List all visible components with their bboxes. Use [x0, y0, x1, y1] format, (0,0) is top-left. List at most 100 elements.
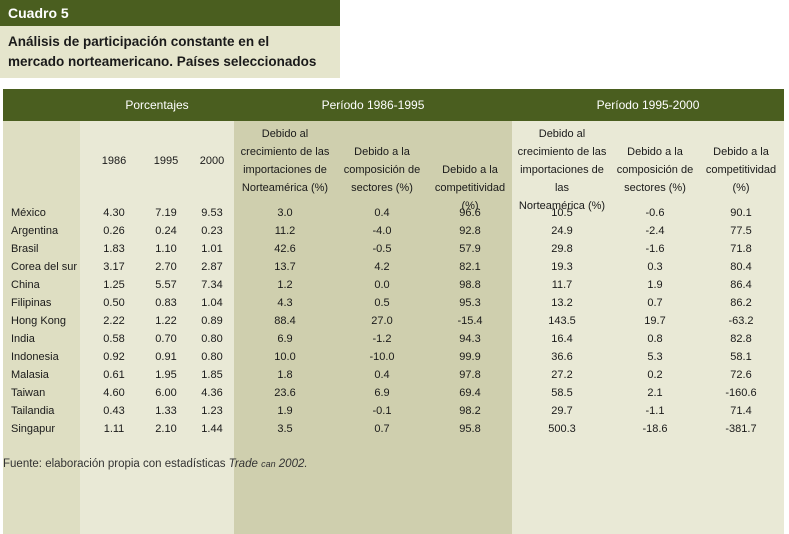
p1-growth-value: 10.0 [274, 351, 296, 363]
p2-growth-value: 29.7 [551, 405, 573, 417]
col-header-p2-competitiveness-line-3: (%) [732, 182, 750, 194]
col-header-p2-competitiveness: Debido a la competitividad (%) [698, 143, 784, 197]
source-smallcaps: can [261, 459, 276, 469]
country-name: China [11, 279, 40, 291]
value-1986: 3.17 [103, 261, 125, 273]
value-1995: 7.19 [155, 207, 177, 219]
p2-composition-value: -0.6 [645, 207, 665, 219]
col-header-p2-composition-line-3: sectores (%) [624, 182, 686, 194]
value-1995: 2.10 [155, 423, 177, 435]
value-1995: 0.83 [155, 297, 177, 309]
table-title-line-1: Análisis de participación constante en e… [8, 34, 270, 49]
p1-competitiveness-value: 98.8 [459, 279, 481, 291]
p2-competitiveness-value: 71.8 [730, 243, 752, 255]
p2-growth-value: 11.7 [551, 279, 573, 291]
value-1986: 4.60 [103, 387, 125, 399]
col-header-p1-growth-line-3: importaciones de [243, 164, 327, 176]
p2-composition-value: 2.1 [647, 387, 663, 399]
table-title-box: Cuadro 5 Análisis de participación const… [0, 0, 340, 78]
value-1995: 5.57 [155, 279, 177, 291]
p2-competitiveness-value: 77.5 [730, 225, 752, 237]
value-2000: 9.53 [201, 207, 223, 219]
p2-growth-value: 16.4 [551, 333, 573, 345]
table-row: México 4.30 7.19 9.53 3.0 0.4 96.6 10.5 … [3, 204, 784, 222]
p2-growth-value: 500.3 [548, 423, 576, 435]
p2-composition-value: 1.9 [647, 279, 663, 291]
value-1986: 1.83 [103, 243, 125, 255]
value-1986: 0.26 [103, 225, 125, 237]
p2-composition-value: -1.6 [645, 243, 665, 255]
period2-column-bg [512, 121, 784, 534]
p1-growth-value: 23.6 [274, 387, 296, 399]
p1-growth-value: 1.8 [277, 369, 293, 381]
value-1995: 2.70 [155, 261, 177, 273]
group-header-bar: Porcentajes Período 1986-1995 Período 19… [3, 89, 784, 121]
p1-growth-value: 88.4 [274, 315, 296, 327]
country-name: Brasil [11, 243, 39, 255]
table-row: Argentina 0.26 0.24 0.23 11.2 -4.0 92.8 … [3, 222, 784, 240]
country-name: Filipinas [11, 297, 52, 309]
col-header-p1-competitiveness: Debido a la competitividad (%) [428, 161, 512, 215]
col-header-p2-composition-line-2: composición de [616, 164, 694, 176]
col-header-1995: 1995 [153, 155, 179, 167]
value-2000: 0.23 [201, 225, 223, 237]
p1-growth-value: 1.2 [277, 279, 293, 291]
p2-growth-value: 19.3 [551, 261, 573, 273]
p2-growth-value: 36.6 [551, 351, 573, 363]
p2-growth-value: 24.9 [551, 225, 573, 237]
col-header-1986: 1986 [101, 155, 127, 167]
p2-growth-value: 143.5 [548, 315, 576, 327]
table-row: Indonesia 0.92 0.91 0.80 10.0 -10.0 99.9… [3, 348, 784, 366]
p2-growth-value: 13.2 [551, 297, 573, 309]
col-header-p1-growth-line-1: Debido al [261, 128, 309, 140]
table-row: China 1.25 5.57 7.34 1.2 0.0 98.8 11.7 1… [3, 276, 784, 294]
p2-competitiveness-value: 82.8 [730, 333, 752, 345]
col-header-p2-composition: Debido a la composición de sectores (%) [612, 143, 698, 197]
p1-composition-value: 6.9 [374, 387, 390, 399]
table-row: India 0.58 0.70 0.80 6.9 -1.2 94.3 16.4 … [3, 330, 784, 348]
col-header-p2-competitiveness-line-1: Debido a la [713, 146, 769, 158]
value-1995: 0.91 [155, 351, 177, 363]
value-1995: 0.70 [155, 333, 177, 345]
value-2000: 0.89 [201, 315, 223, 327]
table-row: Taiwan 4.60 6.00 4.36 23.6 6.9 69.4 58.5… [3, 384, 784, 402]
value-1986: 1.11 [103, 423, 125, 435]
country-name: Argentina [11, 225, 59, 237]
value-1986: 1.25 [103, 279, 125, 291]
group-period-1986-1995: Período 1986-1995 [321, 98, 425, 112]
p2-competitiveness-value: -160.6 [725, 387, 757, 399]
value-1995: 1.22 [155, 315, 177, 327]
p1-competitiveness-value: 57.9 [459, 243, 481, 255]
country-name: Taiwan [11, 387, 46, 399]
p1-competitiveness-value: 94.3 [459, 333, 481, 345]
p1-competitiveness-value: 97.8 [459, 369, 481, 381]
p1-growth-value: 11.2 [274, 225, 296, 237]
table-row: Tailandia 0.43 1.33 1.23 1.9 -0.1 98.2 2… [3, 402, 784, 420]
p2-competitiveness-value: -381.7 [725, 423, 757, 435]
source-note: Fuente: elaboración propia con estadísti… [3, 458, 308, 470]
table-row: Corea del sur 3.17 2.70 2.87 13.7 4.2 82… [3, 258, 784, 276]
p2-competitiveness-value: 86.2 [730, 297, 752, 309]
col-header-p2-growth-line-2: crecimiento de las [517, 146, 607, 158]
p2-competitiveness-value: -63.2 [728, 315, 754, 327]
value-1986: 2.22 [103, 315, 125, 327]
value-1986: 0.61 [103, 369, 125, 381]
country-name: Indonesia [11, 351, 59, 363]
value-2000: 0.80 [201, 333, 223, 345]
col-header-p2-composition-line-1: Debido a la [627, 146, 683, 158]
p1-growth-value: 3.0 [277, 207, 293, 219]
col-header-p1-competitiveness-line-1: Debido a la [442, 164, 498, 176]
col-header-p1-growth-line-2: crecimiento de las [240, 146, 330, 158]
p1-growth-value: 13.7 [274, 261, 296, 273]
value-2000: 7.34 [201, 279, 223, 291]
value-1995: 6.00 [155, 387, 177, 399]
p1-competitiveness-value: 98.2 [459, 405, 481, 417]
table-row: Brasil 1.83 1.10 1.01 42.6 -0.5 57.9 29.… [3, 240, 784, 258]
table-row: Hong Kong 2.22 1.22 0.89 88.4 27.0 -15.4… [3, 312, 784, 330]
p1-competitiveness-value: -15.4 [457, 315, 483, 327]
table-label: Cuadro 5 [0, 0, 340, 26]
p1-competitiveness-value: 92.8 [459, 225, 481, 237]
p2-composition-value: -1.1 [645, 405, 665, 417]
p1-composition-value: 4.2 [374, 261, 390, 273]
p1-competitiveness-value: 95.3 [459, 297, 481, 309]
